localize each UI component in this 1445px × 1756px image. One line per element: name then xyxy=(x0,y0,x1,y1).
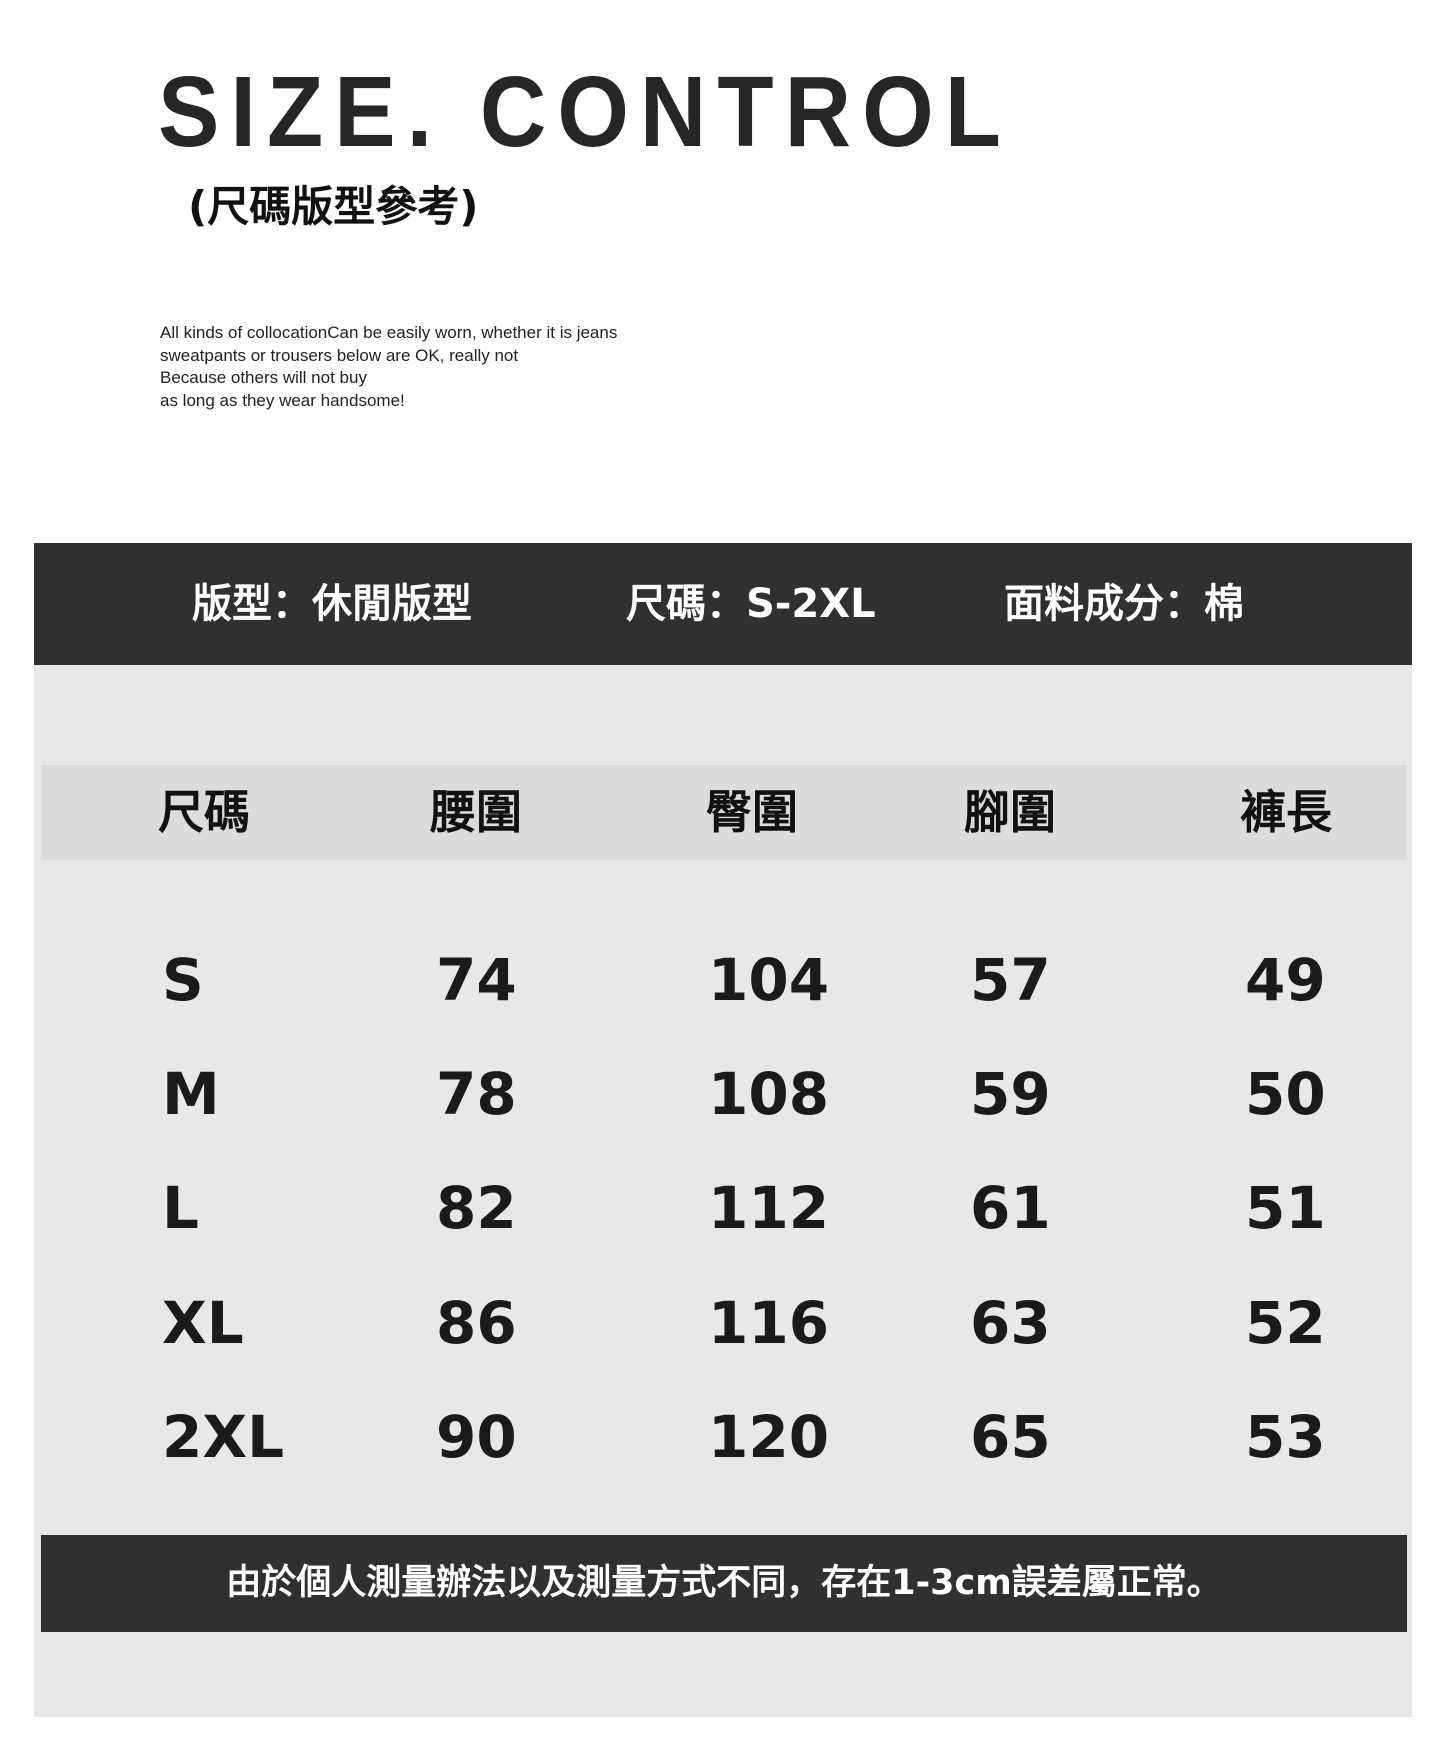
cell-hip: 116 xyxy=(708,1289,830,1357)
header-length: 褲長 xyxy=(1240,785,1332,839)
cell-waist: 78 xyxy=(436,1060,517,1128)
cell-size: M xyxy=(162,1060,220,1128)
description-line: Because others will not buy xyxy=(160,368,367,387)
table-row: S 74 104 57 49 xyxy=(0,930,1445,1030)
page-subtitle: (尺碼版型參考) xyxy=(188,182,479,231)
description-line: as long as they wear handsome! xyxy=(160,390,405,410)
cell-hip: 104 xyxy=(708,946,830,1014)
cell-length: 50 xyxy=(1245,1060,1326,1128)
cell-leg-opening: 63 xyxy=(970,1289,1051,1357)
cell-waist: 90 xyxy=(436,1403,517,1471)
size-table-header: 尺碼 腰圍 臀圍 腳圍 褲長 xyxy=(41,765,1407,860)
cell-leg-opening: 57 xyxy=(970,946,1051,1014)
cell-length: 51 xyxy=(1245,1174,1326,1242)
cell-length: 52 xyxy=(1245,1289,1326,1357)
table-row: XL 86 116 63 52 xyxy=(0,1273,1445,1373)
header-waist: 腰圍 xyxy=(430,785,522,839)
product-info-bar: 版型：休閒版型 尺碼：S-2XL 面料成分：棉 xyxy=(34,543,1412,665)
cell-hip: 120 xyxy=(708,1403,830,1471)
cell-waist: 86 xyxy=(436,1289,517,1357)
cell-size: L xyxy=(162,1174,199,1242)
cell-size: XL xyxy=(162,1289,244,1357)
cell-hip: 108 xyxy=(708,1060,830,1128)
cell-leg-opening: 65 xyxy=(970,1403,1051,1471)
cell-length: 53 xyxy=(1245,1403,1326,1471)
page-title: SIZE. CONTROL xyxy=(158,56,1012,168)
cell-size: 2XL xyxy=(162,1403,285,1471)
cell-size: S xyxy=(162,946,204,1014)
cell-waist: 82 xyxy=(436,1174,517,1242)
fabric-info: 面料成分：棉 xyxy=(1004,581,1244,627)
size-range-info: 尺碼：S-2XL xyxy=(626,581,876,627)
description-line: sweatpants or trousers below are OK, rea… xyxy=(160,345,519,365)
cell-hip: 112 xyxy=(708,1174,830,1242)
header-leg-opening: 腳圍 xyxy=(964,785,1056,839)
table-row: L 82 112 61 51 xyxy=(0,1158,1445,1258)
description-paragraph: All kinds of collocationCan be easily wo… xyxy=(160,322,617,412)
cell-leg-opening: 59 xyxy=(970,1060,1051,1128)
cell-leg-opening: 61 xyxy=(970,1174,1051,1242)
cell-length: 49 xyxy=(1245,946,1326,1014)
cell-waist: 74 xyxy=(436,946,517,1014)
measurement-note: 由於個人測量辦法以及測量方式不同，存在1-3cm誤差屬正常。 xyxy=(41,1535,1407,1632)
table-row: M 78 108 59 50 xyxy=(0,1044,1445,1144)
table-row: 2XL 90 120 65 53 xyxy=(0,1387,1445,1487)
header-hip: 臀圍 xyxy=(706,785,798,839)
fit-info: 版型：休閒版型 xyxy=(192,581,472,627)
header-size: 尺碼 xyxy=(158,785,250,839)
description-line: All kinds of collocationCan be easily wo… xyxy=(160,323,618,342)
